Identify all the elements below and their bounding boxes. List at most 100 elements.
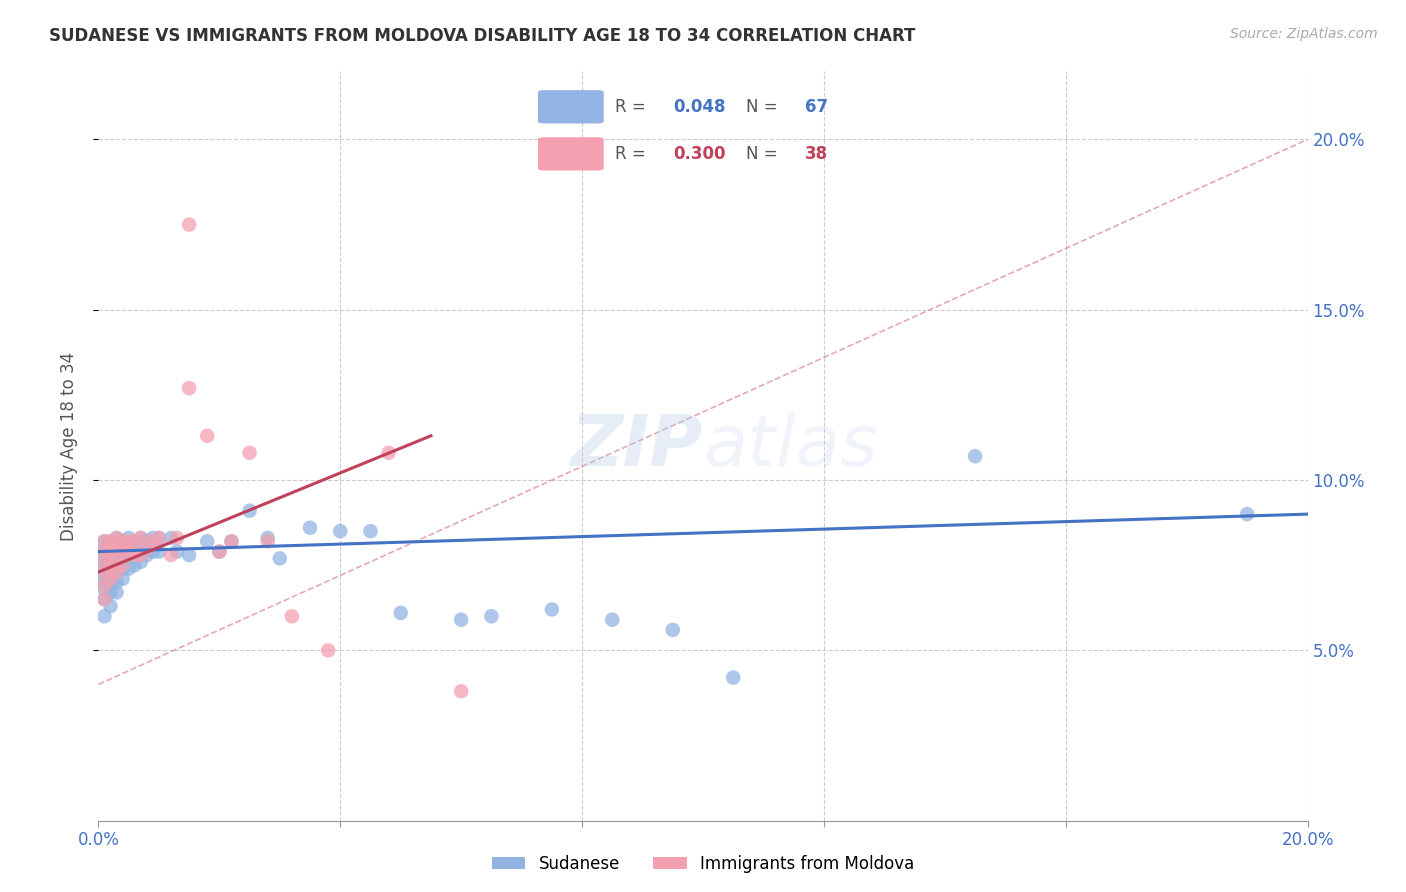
Point	[135, 541, 157, 556]
Text: SUDANESE VS IMMIGRANTS FROM MOLDOVA DISABILITY AGE 18 TO 34 CORRELATION CHART: SUDANESE VS IMMIGRANTS FROM MOLDOVA DISA…	[49, 27, 915, 45]
Point	[208, 544, 231, 558]
Point	[329, 524, 352, 538]
Point	[661, 623, 683, 637]
Point	[377, 446, 399, 460]
Point	[93, 544, 115, 558]
Point	[195, 429, 218, 443]
Text: ZIP: ZIP	[571, 411, 703, 481]
Point	[316, 643, 339, 657]
Point	[100, 575, 122, 590]
Point	[135, 534, 157, 549]
Point	[166, 531, 188, 545]
Point	[129, 531, 152, 545]
Point	[118, 541, 141, 556]
Point	[118, 531, 141, 545]
Text: 0.300: 0.300	[673, 145, 725, 163]
Point	[118, 561, 141, 575]
Point	[160, 548, 183, 562]
Point	[111, 558, 134, 573]
Point	[256, 534, 278, 549]
Point	[105, 551, 128, 566]
Point	[389, 606, 412, 620]
Text: 0.048: 0.048	[673, 98, 725, 116]
Point	[965, 449, 987, 463]
Point	[105, 575, 128, 590]
Point	[111, 541, 134, 556]
Point	[93, 592, 115, 607]
Point	[93, 579, 115, 593]
Point	[93, 555, 115, 569]
Point	[93, 609, 115, 624]
Point	[239, 504, 262, 518]
Point	[129, 541, 152, 556]
Point	[148, 544, 170, 558]
Point	[100, 534, 122, 549]
Point	[142, 534, 165, 549]
Point	[281, 609, 304, 624]
Text: R =: R =	[614, 98, 651, 116]
Point	[450, 684, 472, 698]
FancyBboxPatch shape	[538, 137, 603, 170]
Point	[100, 572, 122, 586]
Point	[221, 534, 243, 549]
Point	[124, 548, 146, 562]
Point	[450, 613, 472, 627]
Point	[100, 565, 122, 579]
Point	[239, 446, 262, 460]
Point	[93, 565, 115, 579]
Point	[129, 555, 152, 569]
Point	[100, 558, 122, 573]
Point	[93, 568, 115, 582]
Point	[195, 534, 218, 549]
Point	[105, 585, 128, 599]
Point	[124, 558, 146, 573]
Point	[723, 671, 745, 685]
Point	[602, 613, 624, 627]
Point	[179, 381, 201, 395]
Point	[111, 561, 134, 575]
Text: 67: 67	[804, 98, 828, 116]
Point	[179, 218, 201, 232]
Point	[111, 544, 134, 558]
Point	[105, 561, 128, 575]
Y-axis label: Disability Age 18 to 34: Disability Age 18 to 34	[59, 351, 77, 541]
Point	[166, 544, 188, 558]
Point	[105, 565, 128, 579]
Point	[148, 531, 170, 545]
Point	[105, 531, 128, 545]
Point	[148, 531, 170, 545]
Point	[221, 534, 243, 549]
Point	[360, 524, 382, 538]
Point	[93, 555, 115, 569]
Point	[93, 561, 115, 575]
Text: N =: N =	[747, 145, 783, 163]
Point	[111, 551, 134, 566]
Legend: Sudanese, Immigrants from Moldova: Sudanese, Immigrants from Moldova	[485, 848, 921, 880]
Point	[100, 558, 122, 573]
Point	[111, 572, 134, 586]
Point	[118, 544, 141, 558]
Point	[208, 544, 231, 558]
Point	[93, 534, 115, 549]
Point	[100, 541, 122, 556]
Point	[481, 609, 503, 624]
Point	[111, 534, 134, 549]
Text: R =: R =	[614, 145, 651, 163]
Point	[105, 541, 128, 556]
Point	[100, 551, 122, 566]
Point	[160, 531, 183, 545]
Point	[100, 599, 122, 613]
Point	[100, 585, 122, 599]
Point	[142, 531, 165, 545]
Point	[269, 551, 291, 566]
FancyBboxPatch shape	[538, 90, 603, 123]
Point	[124, 534, 146, 549]
Point	[129, 531, 152, 545]
Text: 38: 38	[804, 145, 828, 163]
Point	[135, 548, 157, 562]
Point	[256, 531, 278, 545]
Point	[124, 544, 146, 558]
Point	[93, 592, 115, 607]
Point	[105, 541, 128, 556]
Point	[93, 582, 115, 596]
